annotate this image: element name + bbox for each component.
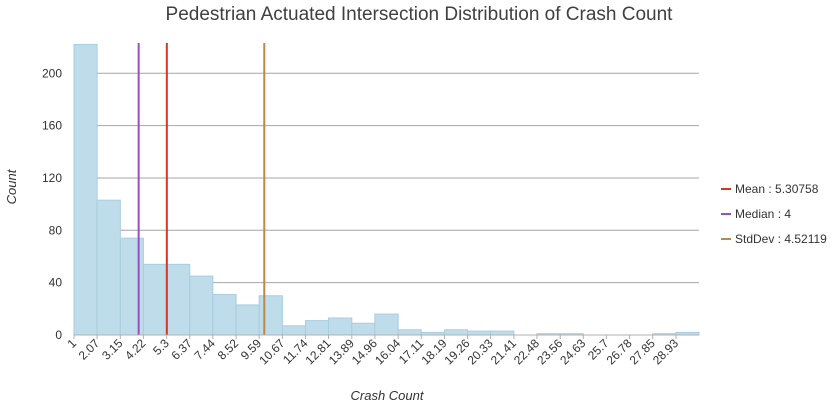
- histogram-bar: [328, 317, 353, 336]
- histogram-bar: [235, 304, 260, 336]
- x-tick-label: 14.96: [349, 336, 380, 367]
- histogram-bar: [467, 330, 492, 336]
- x-tick-label: 26.78: [604, 336, 635, 367]
- x-tick-label: 24.63: [557, 336, 588, 367]
- histogram-bar: [304, 320, 330, 336]
- legend: Mean : 5.30758 Median : 4 StdDev : 4.52119: [721, 182, 827, 246]
- legend-label: Mean : 5.30758: [735, 182, 819, 196]
- x-tick-label: 28.93: [650, 336, 681, 367]
- histogram-bar: [73, 43, 98, 336]
- y-tick-label: 40: [49, 276, 63, 290]
- histogram-bar: [96, 199, 121, 336]
- histogram-bar: [490, 330, 515, 336]
- x-tick-label: 7.44: [191, 336, 218, 363]
- x-tick-label: 18.19: [418, 336, 449, 367]
- histogram-bar: [281, 325, 306, 336]
- histogram-bar: [119, 237, 144, 336]
- histogram-bar: [166, 263, 191, 336]
- y-tick-label: 80: [49, 223, 63, 237]
- histogram-bar: [374, 313, 399, 336]
- x-tick-label: 1: [64, 336, 79, 351]
- y-tick-label: 200: [42, 66, 62, 80]
- y-tick-label: 160: [42, 119, 62, 133]
- gridlines: [74, 72, 699, 284]
- histogram-bar: [351, 322, 376, 336]
- x-tick-label: 20.33: [465, 336, 496, 367]
- y-tick-label: 0: [55, 328, 62, 342]
- x-tick-label: 27.85: [627, 336, 658, 367]
- x-axis-ticks: 12.073.154.22 5.36.377.448.529.5910.6711.…: [64, 335, 681, 367]
- x-tick-label: 4.22: [122, 336, 149, 363]
- x-tick-label: 23.56: [534, 336, 565, 367]
- x-tick-label: 19.26: [442, 336, 473, 367]
- x-tick-label: 21.41: [488, 336, 519, 367]
- legend-label: Median : 4: [735, 207, 791, 221]
- x-axis-title: Crash Count: [351, 388, 425, 403]
- y-axis-ticks: 0 40 80 120 160 200: [42, 66, 62, 342]
- histogram-bar: [258, 295, 283, 336]
- x-tick-label: 12.81: [303, 336, 334, 367]
- x-tick-label: 2.07: [76, 336, 103, 363]
- reference-lines: [137, 43, 266, 335]
- y-tick-label: 120: [42, 171, 62, 185]
- chart-title: Pedestrian Actuated Intersection Distrib…: [166, 4, 674, 25]
- x-tick-label: 13.89: [326, 336, 357, 367]
- histogram-bar: [212, 293, 237, 336]
- histogram-bar: [397, 329, 422, 336]
- histogram-bar: [189, 275, 214, 336]
- histogram-bar: [443, 329, 469, 336]
- x-tick-label: 5.3: [150, 336, 172, 358]
- x-tick-label: 22.48: [511, 336, 542, 367]
- histogram-bar: [142, 263, 168, 336]
- x-tick-label: 8.52: [215, 336, 242, 363]
- legend-label: StdDev : 4.52119: [735, 232, 827, 246]
- x-tick-label: 3.15: [99, 336, 126, 363]
- x-tick-label: 16.04: [372, 336, 403, 367]
- x-tick-label: 10.67: [256, 336, 287, 367]
- y-axis-title: Count: [4, 168, 19, 204]
- x-tick-label: 6.37: [168, 336, 195, 363]
